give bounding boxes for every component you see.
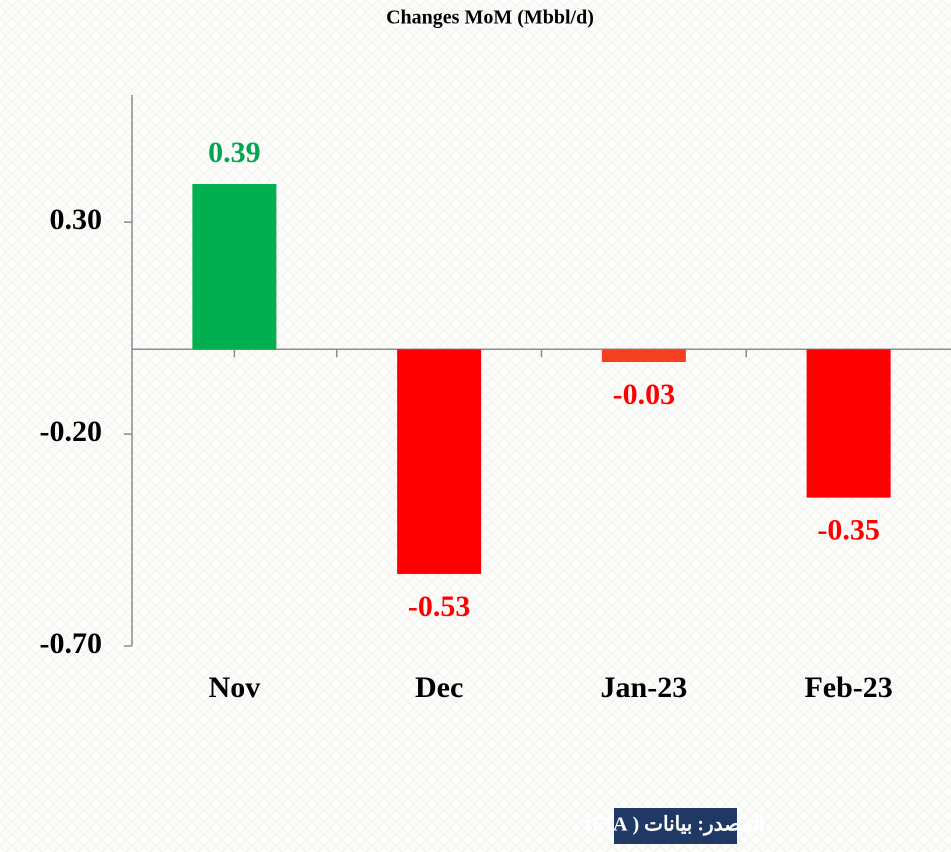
x-tick-label: Feb-23	[804, 671, 892, 704]
value-label: -0.53	[408, 590, 471, 623]
bar	[806, 349, 891, 498]
x-tick-label: Jan-23	[601, 671, 688, 704]
bar	[601, 349, 686, 363]
source-text: المصدر: بيانات ( EIA)	[585, 814, 764, 837]
bar	[397, 349, 482, 574]
source-box	[614, 808, 737, 844]
x-tick-label: Dec	[415, 671, 463, 704]
value-label: 0.39	[208, 136, 261, 169]
y-tick-label: -0.70	[40, 627, 103, 660]
value-label: -0.03	[613, 378, 676, 411]
y-tick-label: -0.20	[40, 415, 103, 448]
x-tick-label: Nov	[209, 671, 261, 704]
bar	[192, 184, 277, 350]
chart-title: Changes MoM (Mbbl/d)	[386, 7, 594, 29]
y-tick-label: 0.30	[50, 203, 103, 236]
value-label: -0.35	[817, 514, 880, 547]
